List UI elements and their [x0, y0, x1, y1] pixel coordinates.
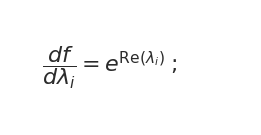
Text: $\dfrac{df}{d\lambda_{i}} = e^{\mathrm{Re}(\lambda_{i})}\;$;: $\dfrac{df}{d\lambda_{i}} = e^{\mathrm{R… — [42, 44, 177, 91]
